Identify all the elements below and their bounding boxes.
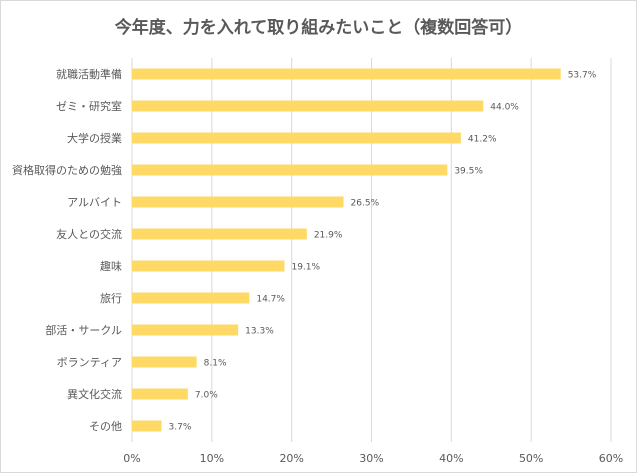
bar [132, 260, 285, 272]
value-label: 21.9% [314, 231, 343, 241]
value-label: 41.2% [468, 135, 497, 145]
category-label: その他 [89, 420, 122, 433]
bar [132, 420, 162, 432]
x-tick-label: 60% [599, 452, 623, 465]
value-label: 3.7% [169, 423, 192, 433]
bar [132, 324, 239, 336]
value-label: 53.7% [568, 71, 597, 81]
category-label: ボランティア [57, 356, 122, 369]
category-label: ゼミ・研究室 [56, 99, 122, 113]
chart-title: 今年度、力を入れて取り組みたいこと（複数回答可） [114, 18, 523, 38]
value-label: 19.1% [291, 263, 320, 273]
x-tick-label: 30% [359, 452, 383, 465]
bar [132, 132, 461, 144]
x-tick-label: 40% [439, 452, 463, 465]
category-label: 就職活動準備 [56, 67, 122, 81]
category-label: 旅行 [100, 291, 122, 305]
value-label: 14.7% [256, 295, 285, 305]
bars [132, 68, 561, 432]
value-label: 8.1% [204, 359, 227, 369]
category-label: 趣味 [100, 259, 122, 273]
labels: 0% 10% 20% 30% 40% 50% 60% 就職活動準備 53.7% ゼミ・研究室 44.… [12, 67, 623, 465]
value-label: 7.0% [195, 391, 218, 401]
value-label: 26.5% [351, 199, 380, 209]
value-label: 13.3% [245, 327, 274, 337]
x-tick-label: 10% [200, 452, 224, 465]
gridlines [131, 58, 612, 442]
x-tick-label: 0% [123, 452, 140, 465]
x-tick-label: 50% [519, 452, 543, 465]
value-label: 44.0% [490, 103, 519, 113]
category-label: 友人との交流 [56, 227, 122, 241]
category-label: 部活・サークル [45, 323, 122, 337]
category-label: 資格取得のための勉強 [12, 163, 122, 177]
category-label: 異文化交流 [67, 387, 122, 401]
x-tick-label: 20% [279, 452, 303, 465]
bar [132, 388, 188, 400]
bar [132, 292, 250, 304]
category-label: 大学の授業 [67, 131, 122, 145]
bar [132, 228, 307, 240]
value-label: 39.5% [454, 167, 483, 177]
bar [132, 356, 197, 368]
bar [132, 68, 561, 80]
bar [132, 164, 448, 176]
category-label: アルバイト [67, 196, 122, 209]
bar [132, 196, 344, 208]
bar [132, 100, 484, 112]
